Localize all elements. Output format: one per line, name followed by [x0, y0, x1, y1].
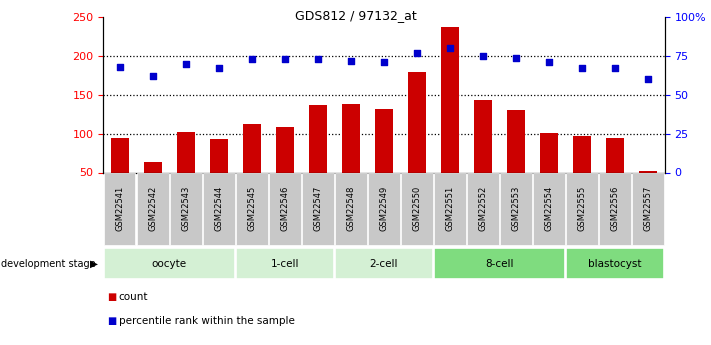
- Text: GSM22547: GSM22547: [314, 186, 322, 231]
- Bar: [441, 27, 459, 211]
- Text: GSM22549: GSM22549: [380, 186, 388, 231]
- Bar: [210, 139, 228, 211]
- Bar: [507, 110, 525, 211]
- FancyBboxPatch shape: [434, 172, 466, 245]
- Point: [147, 73, 159, 79]
- Point: [346, 58, 357, 63]
- Point: [477, 53, 488, 59]
- Bar: [276, 128, 294, 211]
- Point: [643, 77, 654, 82]
- FancyBboxPatch shape: [104, 248, 235, 279]
- FancyBboxPatch shape: [434, 248, 565, 279]
- Text: development stage: development stage: [1, 259, 96, 269]
- Point: [609, 66, 621, 71]
- Point: [246, 57, 257, 62]
- Bar: [342, 104, 360, 211]
- Text: GSM22541: GSM22541: [115, 186, 124, 231]
- Text: 1-cell: 1-cell: [271, 259, 299, 269]
- FancyBboxPatch shape: [467, 172, 499, 245]
- FancyBboxPatch shape: [236, 248, 333, 279]
- FancyBboxPatch shape: [236, 172, 267, 245]
- Point: [411, 50, 422, 56]
- Point: [279, 57, 291, 62]
- FancyBboxPatch shape: [567, 172, 598, 245]
- Bar: [176, 132, 195, 211]
- Bar: [144, 162, 161, 211]
- FancyBboxPatch shape: [170, 172, 201, 245]
- Bar: [242, 124, 261, 211]
- Text: GSM22553: GSM22553: [512, 186, 520, 231]
- FancyBboxPatch shape: [632, 172, 664, 245]
- Text: GSM22550: GSM22550: [412, 186, 422, 231]
- Point: [577, 66, 588, 71]
- Bar: [110, 138, 129, 211]
- Text: GSM22555: GSM22555: [577, 186, 587, 231]
- FancyBboxPatch shape: [368, 172, 400, 245]
- Text: ■: ■: [107, 292, 116, 302]
- Text: GSM22545: GSM22545: [247, 186, 256, 231]
- Point: [543, 59, 555, 65]
- FancyBboxPatch shape: [501, 172, 532, 245]
- Bar: [474, 99, 492, 211]
- FancyBboxPatch shape: [335, 248, 433, 279]
- Text: GSM22543: GSM22543: [181, 186, 191, 231]
- Bar: [606, 138, 624, 211]
- Text: percentile rank within the sample: percentile rank within the sample: [119, 316, 294, 326]
- Text: GSM22544: GSM22544: [214, 186, 223, 231]
- FancyBboxPatch shape: [302, 172, 333, 245]
- FancyBboxPatch shape: [401, 172, 433, 245]
- FancyBboxPatch shape: [269, 172, 301, 245]
- Text: ■: ■: [107, 316, 116, 326]
- Text: GSM22542: GSM22542: [148, 186, 157, 231]
- Point: [114, 64, 125, 70]
- Point: [378, 59, 390, 65]
- FancyBboxPatch shape: [335, 172, 367, 245]
- Point: [312, 57, 324, 62]
- Text: GDS812 / 97132_at: GDS812 / 97132_at: [294, 9, 417, 22]
- Point: [510, 55, 522, 60]
- Bar: [408, 71, 426, 211]
- Text: GSM22552: GSM22552: [479, 186, 488, 231]
- Point: [213, 66, 225, 71]
- Text: 2-cell: 2-cell: [370, 259, 398, 269]
- Text: blastocyst: blastocyst: [589, 259, 642, 269]
- FancyBboxPatch shape: [599, 172, 631, 245]
- FancyBboxPatch shape: [104, 172, 136, 245]
- Text: ▶: ▶: [90, 259, 98, 269]
- FancyBboxPatch shape: [567, 248, 664, 279]
- Bar: [540, 133, 558, 211]
- FancyBboxPatch shape: [203, 172, 235, 245]
- Point: [180, 61, 191, 67]
- Text: GSM22554: GSM22554: [545, 186, 554, 231]
- Text: oocyte: oocyte: [151, 259, 187, 269]
- FancyBboxPatch shape: [137, 172, 169, 245]
- Text: GSM22551: GSM22551: [446, 186, 454, 231]
- Text: 8-cell: 8-cell: [486, 259, 514, 269]
- Bar: [309, 105, 327, 211]
- Text: GSM22548: GSM22548: [346, 186, 356, 231]
- Bar: [639, 171, 658, 211]
- Bar: [573, 136, 592, 211]
- Text: count: count: [119, 292, 148, 302]
- FancyBboxPatch shape: [533, 172, 565, 245]
- Bar: [375, 109, 393, 211]
- Text: GSM22557: GSM22557: [643, 186, 653, 231]
- Point: [444, 46, 456, 51]
- Text: GSM22546: GSM22546: [280, 186, 289, 231]
- Text: GSM22556: GSM22556: [611, 186, 620, 231]
